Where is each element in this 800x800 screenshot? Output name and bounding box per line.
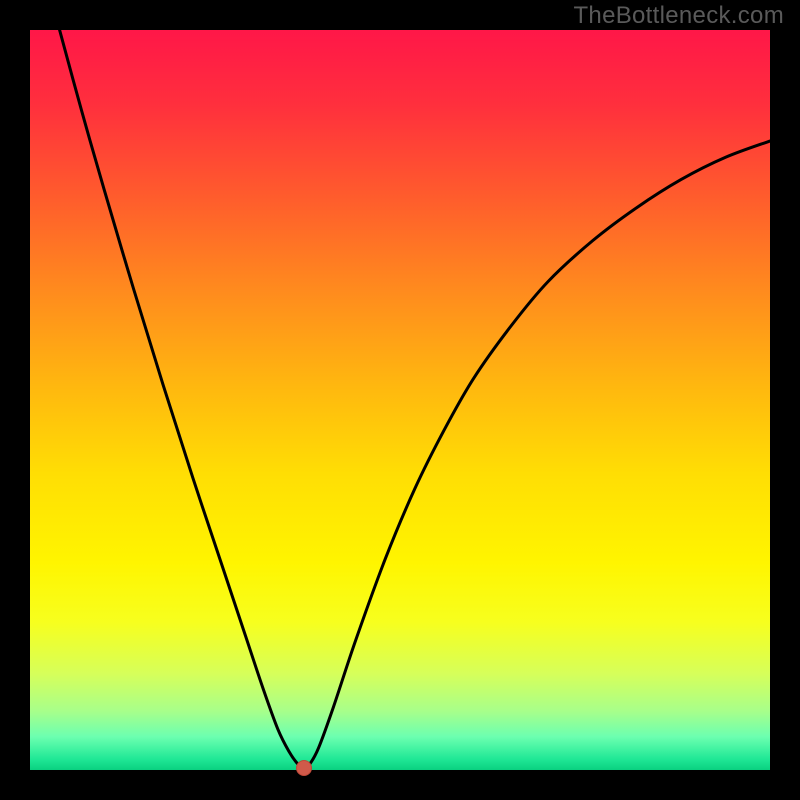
watermark-text: TheBottleneck.com — [573, 2, 784, 30]
bottleneck-curve — [30, 30, 770, 770]
plot-area — [30, 30, 770, 770]
optimum-marker — [296, 760, 312, 776]
